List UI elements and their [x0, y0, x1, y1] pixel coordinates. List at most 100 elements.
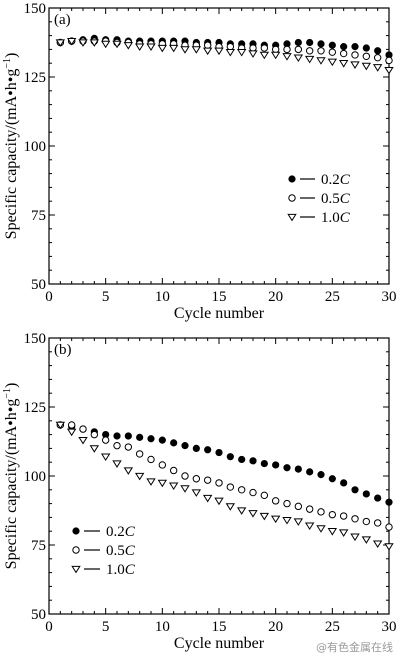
data-point [214, 497, 224, 506]
data-point [385, 498, 393, 506]
data-point [123, 467, 134, 475]
chart-panel-b: 0 5 10 15 20 25 30 50 75 100 125 150 Cycle number Spe… [2, 331, 397, 652]
x-tick-label: 0 [45, 619, 53, 635]
data-point [237, 486, 246, 494]
data-point [191, 46, 202, 54]
data-point [294, 38, 302, 47]
data-point [101, 436, 110, 444]
series-1.0C [55, 37, 394, 75]
data-point [124, 443, 133, 451]
data-point [340, 479, 348, 487]
data-point [202, 494, 213, 503]
data-point [283, 464, 291, 472]
y-tick-label: 75 [31, 208, 46, 224]
x-tick-label: 15 [212, 289, 227, 305]
legend-marker [72, 527, 80, 535]
data-point [113, 432, 121, 440]
data-point [271, 45, 280, 54]
x-tick-label: 15 [212, 619, 227, 635]
legend-entry: 0.2C [106, 524, 136, 540]
data-point [362, 44, 370, 52]
y-tick-label: 150 [24, 1, 47, 17]
x-tick-label: 20 [268, 619, 283, 635]
data-point [350, 533, 360, 542]
data-point [272, 461, 280, 469]
legend: 0.2C 0.5C 1.0C [71, 524, 136, 578]
data-point [66, 428, 77, 437]
data-point [327, 528, 338, 536]
data-point [350, 61, 360, 69]
y-axis-label: Specific capacity/(mA•h•g−1) [2, 53, 20, 240]
data-point [249, 457, 257, 465]
data-point [89, 445, 100, 453]
data-point [79, 425, 87, 433]
series-0.5C [56, 421, 393, 531]
data-point [374, 494, 382, 502]
data-point [78, 39, 88, 47]
y-tick-label: 50 [31, 277, 46, 293]
data-point [90, 430, 99, 439]
data-point [168, 44, 179, 53]
x-axis-label: Cycle number [174, 305, 265, 322]
data-point [225, 503, 236, 511]
data-point [317, 508, 325, 516]
legend-marker [72, 546, 80, 554]
data-point [248, 510, 258, 518]
data-point [317, 40, 325, 48]
data-point [328, 48, 337, 56]
data-point [180, 485, 190, 493]
data-point [362, 52, 371, 60]
plot-frame [48, 337, 390, 615]
data-point [215, 448, 223, 457]
data-point [339, 512, 348, 520]
legend-entry: 0.2C [321, 172, 351, 188]
data-point [236, 49, 247, 57]
data-point [373, 53, 382, 62]
data-point [215, 479, 223, 487]
y-axis-label: Specific capacity/(mA•h•g−1) [2, 383, 20, 570]
data-point [260, 44, 269, 52]
data-point [226, 453, 234, 461]
x-tick-label: 20 [268, 289, 283, 305]
data-point [293, 54, 304, 63]
data-point [202, 47, 213, 56]
y-tick-label: 75 [31, 538, 46, 554]
data-point [294, 502, 303, 511]
data-point [147, 455, 155, 464]
x-tick-label: 30 [382, 289, 397, 305]
data-point [170, 439, 178, 447]
data-point [66, 37, 77, 46]
data-point [169, 466, 178, 475]
data-point [282, 517, 292, 525]
panel-label: (b) [54, 342, 72, 358]
data-point [306, 38, 314, 47]
data-point [384, 543, 394, 551]
legend-marker [71, 565, 81, 574]
data-point [271, 497, 280, 505]
data-point [372, 540, 383, 548]
data-point [158, 436, 166, 444]
x-tick-label: 25 [325, 619, 340, 635]
data-point [214, 47, 224, 56]
x-axis-label: Cycle number [174, 635, 265, 652]
data-point [316, 57, 326, 65]
x-tick-label: 0 [45, 289, 53, 305]
data-point [249, 488, 257, 497]
watermark: @有色金属在线 [316, 640, 393, 654]
data-point [259, 51, 270, 60]
legend-entry: 1.0C [321, 210, 351, 226]
data-point [362, 517, 371, 526]
data-point [374, 47, 382, 55]
data-point [283, 499, 291, 508]
data-point [55, 421, 66, 430]
data-point [339, 49, 348, 58]
data-point [226, 42, 235, 51]
data-point [305, 505, 314, 513]
x-tick-label: 30 [382, 619, 397, 635]
data-point [180, 46, 190, 54]
data-point [385, 56, 393, 65]
data-point [362, 490, 370, 498]
data-point [100, 40, 111, 49]
data-point [100, 453, 111, 462]
data-point [249, 44, 257, 52]
